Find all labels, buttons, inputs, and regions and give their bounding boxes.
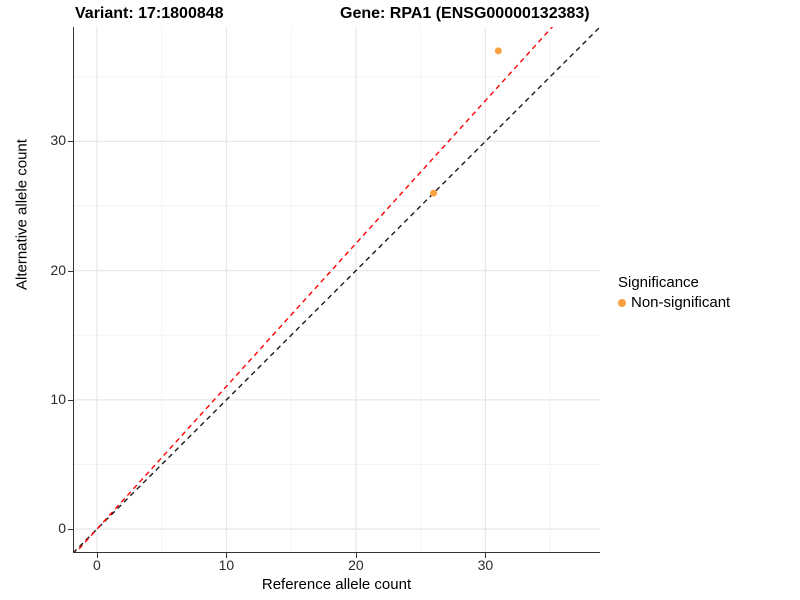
y-tick-mark	[68, 141, 73, 143]
x-tick-mark	[96, 553, 98, 558]
plot-title-variant: Variant: 17:1800848	[75, 5, 224, 22]
legend-entry-non-significant: Non-significant	[618, 294, 730, 311]
plot-title-gene: Gene: RPA1 (ENSG00000132383)	[340, 5, 590, 22]
y-tick-label: 30	[50, 132, 66, 149]
y-tick-mark	[68, 399, 73, 401]
allelic-ratio-line	[74, 27, 554, 553]
legend-title: Significance	[618, 274, 699, 291]
identity-line	[73, 27, 600, 553]
x-tick-label: 10	[218, 557, 235, 573]
y-tick-mark	[68, 270, 73, 272]
data-point	[430, 189, 438, 197]
x-tick-label: 0	[93, 557, 101, 573]
legend-entry-label: Non-significant	[631, 294, 731, 311]
non-significant-point-icon	[618, 298, 626, 307]
scatter-plot-canvas	[73, 27, 600, 553]
x-tick-mark	[355, 553, 357, 558]
legend: Significance Non-significant	[618, 274, 730, 311]
x-tick-mark	[485, 553, 487, 558]
plot-panel	[73, 27, 600, 553]
y-tick-label: 20	[50, 261, 66, 278]
x-axis-title: Reference allele count	[261, 576, 412, 593]
x-tick-mark	[226, 553, 228, 558]
y-tick-mark	[68, 529, 73, 531]
x-tick-label: 30	[477, 557, 494, 573]
data-point	[494, 47, 502, 55]
x-tick-label: 20	[348, 557, 364, 573]
y-tick-label: 0	[58, 520, 66, 537]
y-tick-label: 10	[50, 390, 66, 407]
